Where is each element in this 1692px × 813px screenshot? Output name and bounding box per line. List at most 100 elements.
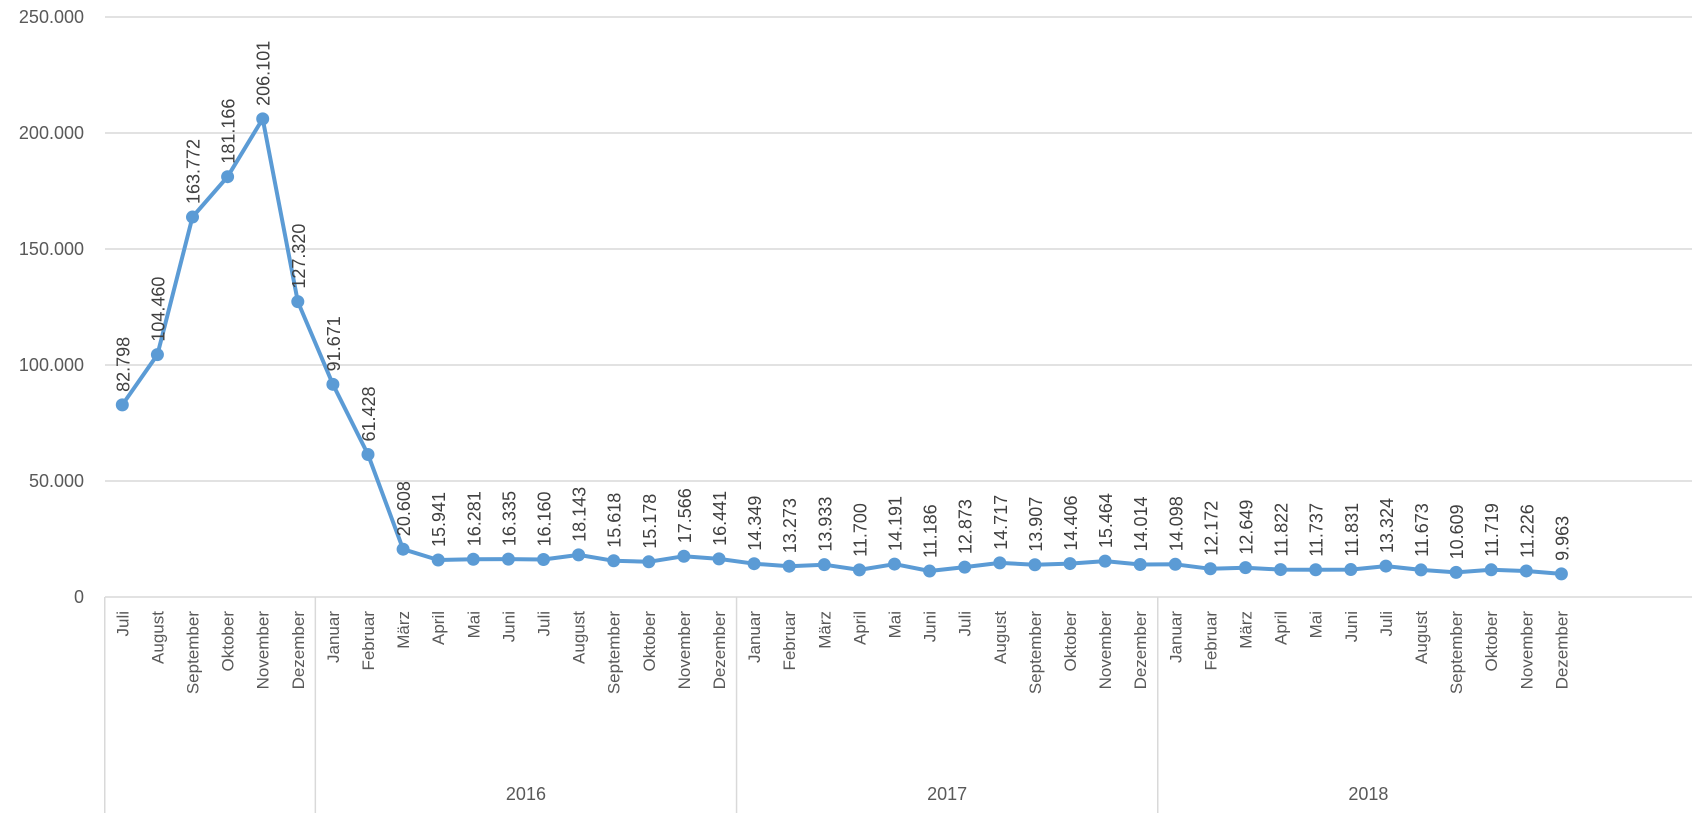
- data-label: 91.671: [324, 316, 344, 371]
- data-label: 11.719: [1482, 503, 1502, 557]
- data-label: 14.717: [991, 495, 1011, 550]
- data-label: 13.273: [780, 498, 800, 553]
- x-tick-label: Mai: [1307, 611, 1326, 638]
- x-tick-label: April: [1272, 611, 1291, 645]
- x-tick-label: November: [1517, 611, 1536, 690]
- data-label: 13.907: [1026, 497, 1046, 552]
- data-point: [1203, 562, 1217, 576]
- data-label: 18.143: [570, 487, 590, 542]
- x-tick-label: Dezember: [710, 611, 729, 690]
- x-group-label: 2018: [1348, 784, 1388, 804]
- data-label: 12.172: [1201, 501, 1221, 556]
- data-label: 16.441: [710, 491, 730, 546]
- data-point: [1484, 563, 1498, 577]
- x-tick-label: Juni: [499, 611, 518, 642]
- data-point: [712, 552, 726, 566]
- x-tick-label: November: [675, 611, 694, 690]
- data-point: [431, 553, 445, 567]
- x-tick-label: Dezember: [289, 611, 308, 690]
- data-label: 11.737: [1307, 503, 1327, 557]
- data-point: [852, 563, 866, 577]
- data-point: [677, 549, 691, 563]
- data-label: 15.941: [429, 492, 449, 547]
- data-point: [993, 556, 1007, 570]
- x-tick-label: Juni: [921, 611, 940, 642]
- data-point: [396, 542, 410, 556]
- data-label: 16.335: [499, 491, 519, 546]
- x-tick-label: Juli: [1377, 611, 1396, 637]
- data-point: [782, 559, 796, 573]
- data-label: 13.933: [815, 497, 835, 552]
- x-tick-label: Oktober: [219, 611, 238, 672]
- y-axis: 0 50.000 100.000 150.000 200.000 250.000: [19, 7, 84, 607]
- data-point: [221, 170, 235, 184]
- x-tick-label: September: [1447, 611, 1466, 694]
- data-label: 12.649: [1237, 500, 1257, 555]
- x-tick-label: Juni: [1342, 611, 1361, 642]
- data-label: 14.349: [745, 496, 765, 551]
- data-label: 9.963: [1552, 516, 1572, 561]
- data-point: [1168, 557, 1182, 571]
- data-point: [817, 558, 831, 572]
- data-point: [642, 555, 656, 569]
- data-label: 12.873: [956, 499, 976, 554]
- x-tick-label: März: [394, 611, 413, 649]
- x-tick-label: Februar: [780, 611, 799, 671]
- data-label: 127.320: [289, 224, 309, 289]
- data-points: [115, 112, 1568, 581]
- x-tick-label: September: [184, 611, 203, 694]
- data-point: [923, 564, 937, 578]
- data-label: 15.178: [640, 494, 660, 549]
- x-tick-label: November: [1096, 611, 1115, 690]
- data-point: [888, 557, 901, 571]
- data-label: 15.464: [1096, 493, 1116, 548]
- data-label: 11.700: [850, 503, 870, 557]
- x-tick-label: Dezember: [1552, 611, 1571, 690]
- data-point: [747, 557, 761, 571]
- x-tick-label: August: [570, 611, 589, 664]
- data-point: [1379, 559, 1393, 573]
- x-tick-label: Dezember: [1131, 611, 1150, 690]
- data-point: [361, 447, 375, 461]
- data-point: [1239, 561, 1252, 575]
- y-tick-label: 250.000: [19, 7, 84, 27]
- data-point: [256, 112, 270, 126]
- data-point: [466, 552, 480, 566]
- data-label: 206.101: [254, 41, 274, 106]
- x-tick-label: August: [991, 611, 1010, 664]
- data-label: 10.609: [1447, 504, 1467, 559]
- data-label: 14.098: [1166, 496, 1186, 551]
- data-label: 16.160: [535, 491, 555, 546]
- x-tick-label: Januar: [745, 611, 764, 663]
- x-group-label: 2016: [506, 784, 546, 804]
- data-label: 181.166: [219, 99, 239, 164]
- data-label: 15.618: [605, 493, 625, 548]
- x-tick-label: April: [850, 611, 869, 645]
- data-point: [150, 348, 164, 362]
- x-tick-label: April: [429, 611, 448, 645]
- data-label: 11.831: [1342, 503, 1362, 557]
- x-group-label: 2017: [927, 784, 967, 804]
- data-point: [501, 552, 515, 566]
- data-label: 13.324: [1377, 498, 1397, 553]
- data-point: [1449, 565, 1463, 579]
- data-point: [958, 560, 972, 574]
- data-point: [1414, 563, 1428, 577]
- data-point: [1028, 558, 1042, 572]
- x-tick-label: Juli: [535, 611, 554, 637]
- data-label: 20.608: [394, 481, 414, 536]
- x-tick-label: März: [1237, 611, 1256, 649]
- x-tick-label: August: [1412, 611, 1431, 664]
- data-label: 104.460: [148, 277, 168, 342]
- data-point: [537, 553, 550, 567]
- data-label: 61.428: [359, 386, 379, 441]
- y-tick-label: 0: [74, 587, 84, 607]
- data-point: [1344, 563, 1358, 577]
- y-tick-label: 100.000: [19, 355, 84, 375]
- data-label: 11.673: [1412, 503, 1432, 557]
- x-tick-label: Oktober: [1061, 611, 1080, 672]
- data-point: [1274, 563, 1288, 577]
- data-point: [115, 398, 129, 412]
- data-point: [291, 295, 305, 309]
